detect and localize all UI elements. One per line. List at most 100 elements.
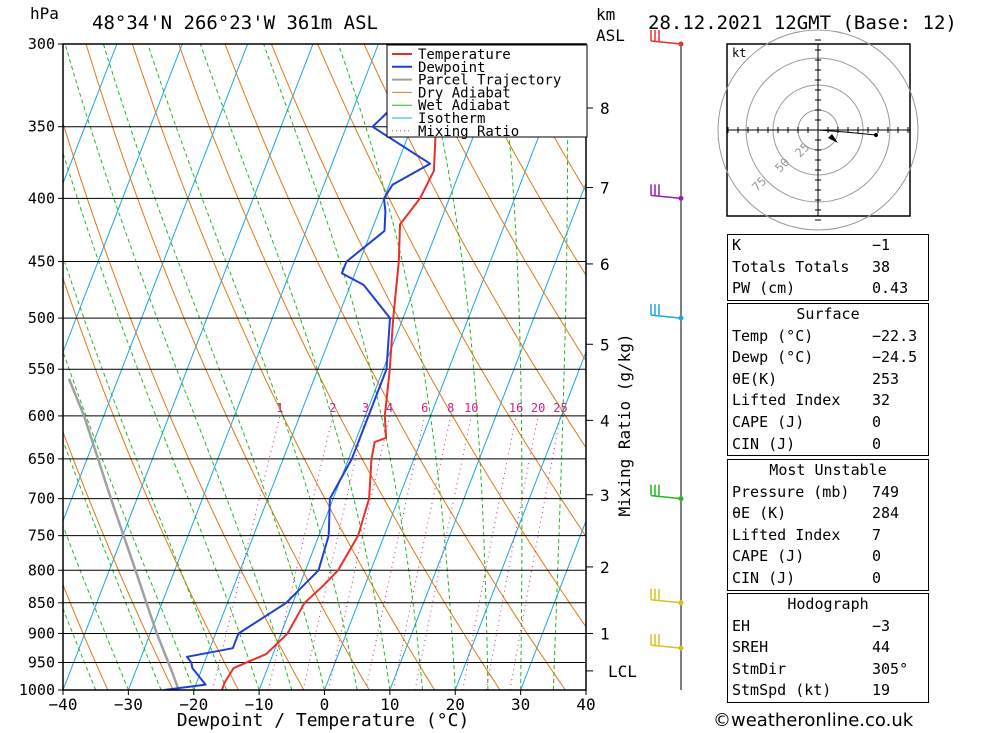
pressure-tick-label: 600 <box>28 407 55 425</box>
most-unstable-row: CAPE (J) 0 <box>732 547 882 566</box>
isotherm-line <box>258 44 510 690</box>
isotherm-line <box>63 44 249 523</box>
isotherm-line <box>520 519 586 690</box>
x-tick-label: 10 <box>380 695 399 714</box>
asl-label: ASL <box>596 26 625 45</box>
pressure-tick-label: 400 <box>28 189 55 207</box>
storm-motion-arrow <box>828 134 838 143</box>
km-tick-label: 8 <box>600 99 610 118</box>
wet-adiabat-lines <box>63 44 586 690</box>
x-axis-label: Dewpoint / Temperature (°C) <box>177 710 470 731</box>
mixing-ratio-label: 16 <box>509 401 523 415</box>
surface-row: Temp (°C) −22.3 <box>732 326 918 345</box>
dry-adiabat-line <box>317 44 586 538</box>
indices-table: K −1 Totals Totals 38 PW (cm) 0.43 <box>727 234 929 301</box>
pressure-tick-label: 350 <box>28 118 55 136</box>
pressure-tick-label: 300 <box>28 35 55 53</box>
datetime-title: 28.12.2021 12GMT (Base: 12) <box>648 12 957 34</box>
surface-row: CIN (J) 0 <box>732 434 882 453</box>
hodograph-trace <box>817 129 877 136</box>
dry-adiabat-line <box>63 276 239 690</box>
legend-item: Temperature <box>418 47 511 63</box>
isotherm-line <box>63 44 183 354</box>
km-label: km <box>596 5 615 24</box>
mixing-ratio-label: 20 <box>531 401 545 415</box>
hodograph-row: EH −3 <box>732 616 891 635</box>
dry-adiabat-line <box>85 44 370 690</box>
hodograph-table: Hodograph EH −3 SREH 44 StmDir 305° StmSpd … <box>727 593 929 703</box>
dry-adiabat-line <box>131 44 436 690</box>
pressure-tick-label: 950 <box>28 653 55 671</box>
pressure-tick-label: 650 <box>28 450 55 468</box>
x-tick-label: −20 <box>179 695 208 714</box>
dry-adiabat-line <box>63 121 305 690</box>
km-tick-label: 4 <box>600 411 610 430</box>
most-unstable-title: Most Unstable <box>769 461 887 479</box>
isotherm-line <box>193 44 445 690</box>
pressure-tick-label: 800 <box>28 561 55 579</box>
credit-text[interactable]: ©weatheronline.co.uk <box>713 710 914 731</box>
dry-adiabat-line <box>363 44 586 449</box>
surface-row: Lifted Index 32 <box>732 391 891 410</box>
pressure-tick-label: 500 <box>28 309 55 327</box>
surface-row: CAPE (J) 0 <box>732 412 882 431</box>
mixing-ratio-label: 8 <box>447 401 454 415</box>
km-tick-label: 7 <box>600 179 610 198</box>
index-row-k: K −1 <box>732 236 891 254</box>
legend-item: Mixing Ratio <box>418 124 519 140</box>
hodograph-unit-label: kt <box>732 46 746 60</box>
dry-adiabat-line <box>224 44 566 690</box>
x-tick-label: −40 <box>49 695 78 714</box>
mixing-ratio-label: 25 <box>553 401 567 415</box>
wind-barb-shaft <box>650 194 682 200</box>
hodograph-row: StmDir 305° <box>732 659 909 678</box>
dry-adiabat-line <box>456 44 586 277</box>
legend-box <box>386 44 588 138</box>
pressure-tick-label: 450 <box>28 253 55 271</box>
isotherm-line <box>127 44 379 690</box>
wet-adiabat-line <box>102 44 325 690</box>
hpa-label: hPa <box>30 4 59 23</box>
mixing-ratio-line <box>328 415 391 690</box>
mixing-ratio-line <box>509 415 561 690</box>
km-tick-label: 3 <box>600 486 610 505</box>
wet-adiabat-line <box>498 44 523 690</box>
wind-profile <box>650 30 684 690</box>
chart-axes: −40 −30 −20 −10 0 10 20 30 40 1 2 3 4 5 6 7 8 LCL <box>49 43 637 714</box>
dry-adiabat-lines <box>63 26 1000 690</box>
wet-adiabat-line <box>337 44 456 690</box>
wet-adiabat-line <box>64 44 293 690</box>
dry-adiabat-line <box>63 430 174 690</box>
mixing-ratio-line <box>392 415 452 690</box>
most-unstable-table: Most Unstable Pressure (mb) 749 θE (K) 284… <box>727 459 929 591</box>
legend-item: Dewpoint <box>418 60 485 76</box>
km-tick-label: 1 <box>600 624 610 643</box>
surface-row: θE(K) 253 <box>732 369 900 388</box>
isotherm-lines <box>63 44 586 690</box>
x-tick-label: 30 <box>511 695 530 714</box>
isotherm-line <box>324 44 575 690</box>
mixing-ratio-label: 4 <box>386 401 393 415</box>
most-unstable-row: θE (K) 284 <box>732 504 900 523</box>
km-tick-label: 2 <box>600 558 610 577</box>
temperature-line <box>220 44 474 690</box>
pressure-tick-label: 850 <box>28 594 55 612</box>
mixing-ratio-label: 1 <box>276 401 283 415</box>
legend-item: Dry Adiabat <box>418 85 511 101</box>
pressure-tick-label: 700 <box>28 490 55 508</box>
dry-adiabat-line <box>409 44 586 362</box>
x-tick-label: 20 <box>446 695 465 714</box>
dry-adiabat-line <box>952 26 1000 690</box>
mixing-ratio-label: 3 <box>362 401 369 415</box>
isotherm-line <box>454 350 586 690</box>
pressure-tick-label: 1000 <box>19 681 55 699</box>
wet-adiabat-line <box>420 44 489 690</box>
isotherm-line <box>63 44 314 690</box>
mixing-ratio-label: 2 <box>329 401 336 415</box>
parcel-trajectory-line <box>67 378 180 690</box>
dry-adiabat-line <box>63 583 109 690</box>
x-tick-label: −30 <box>114 695 143 714</box>
index-row-pw: PW (cm) 0.43 <box>732 279 909 298</box>
x-tick-label: 40 <box>576 695 595 714</box>
wet-adiabat-line <box>63 524 129 690</box>
